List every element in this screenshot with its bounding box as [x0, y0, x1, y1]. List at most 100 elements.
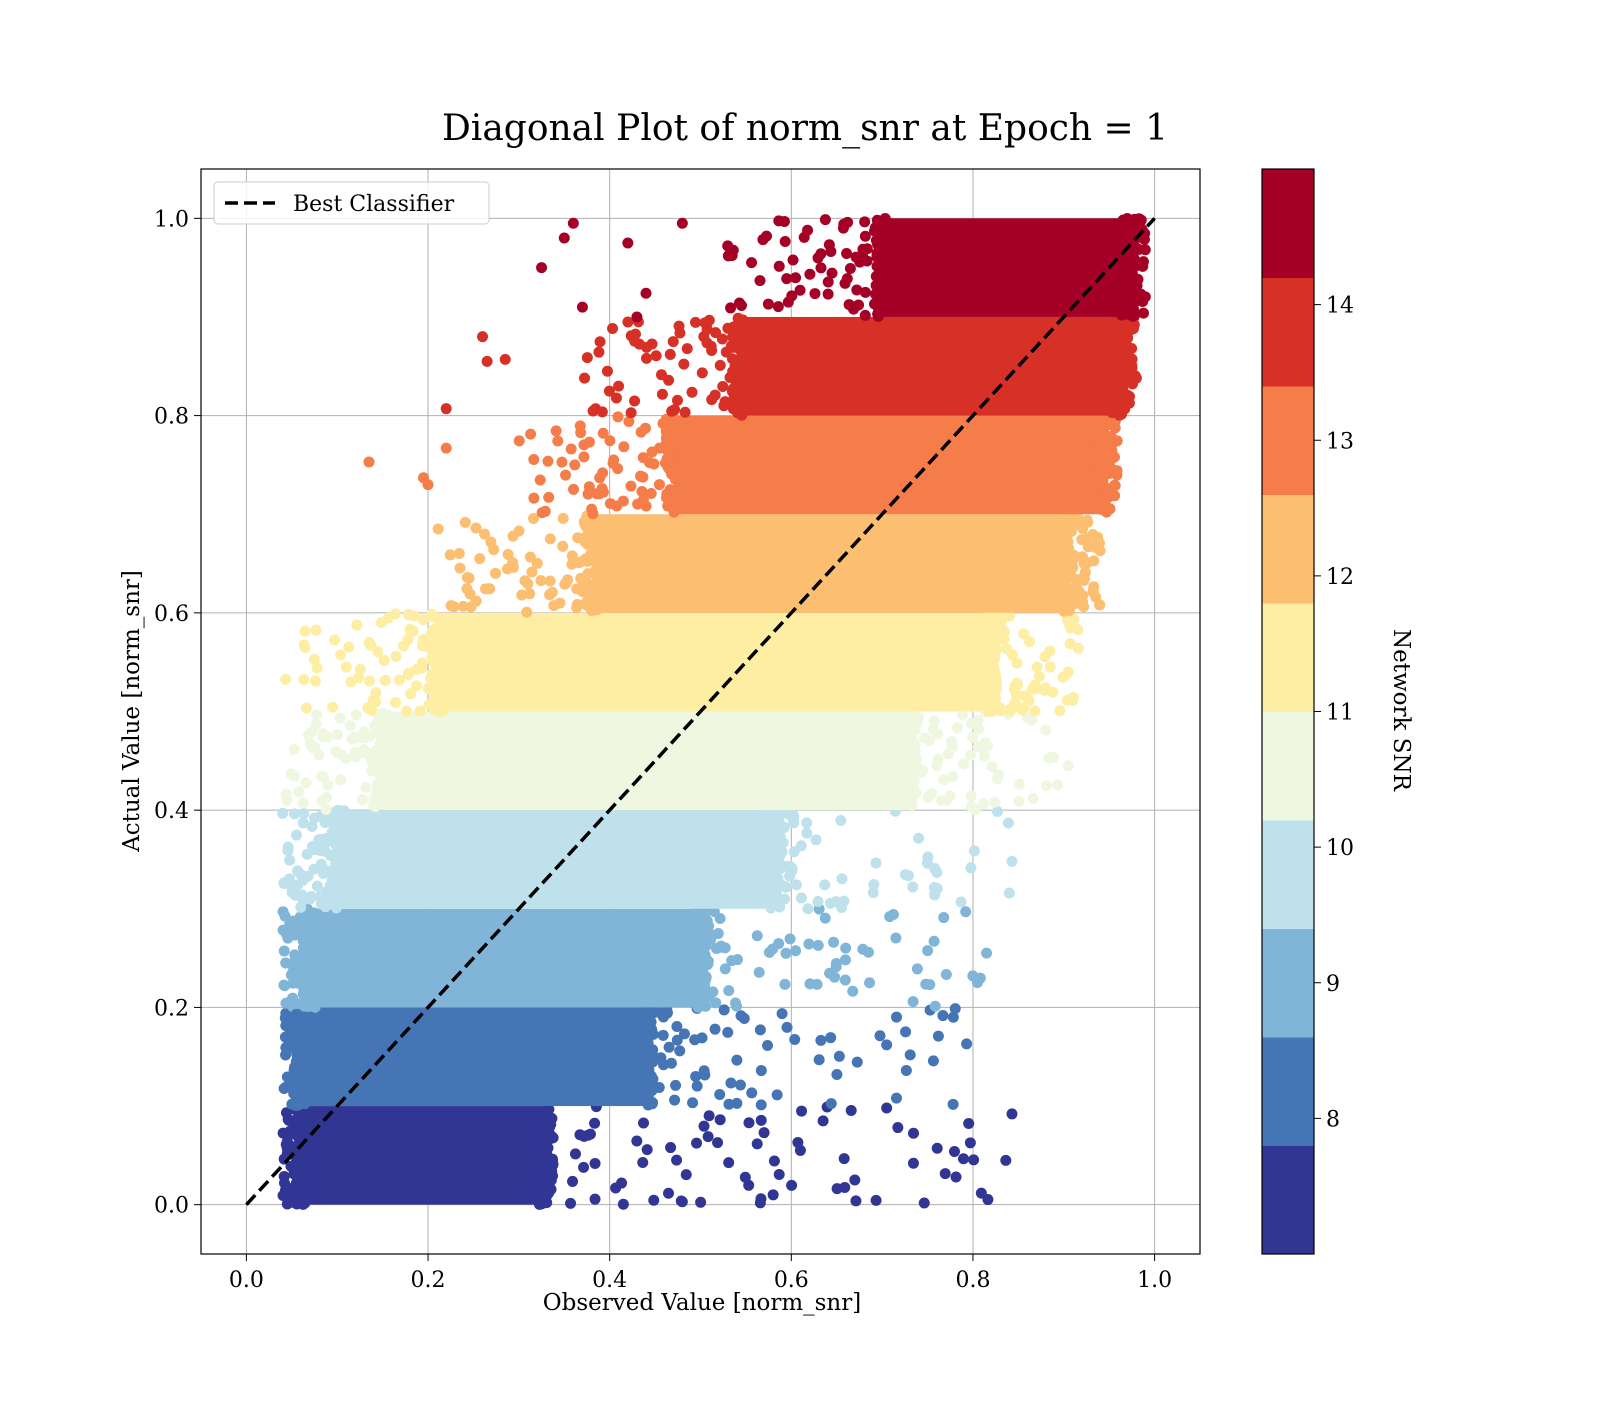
- scatter-point: [631, 311, 643, 323]
- scatter-point: [583, 481, 595, 493]
- scatter-point: [936, 795, 948, 807]
- scatter-point: [859, 286, 871, 298]
- scatter-point: [700, 1000, 712, 1012]
- x-tick-label: 0.4: [592, 1268, 627, 1293]
- scatter-point: [746, 257, 758, 269]
- scatter-point: [340, 752, 352, 764]
- scatter-point: [992, 769, 1004, 781]
- scatter-point: [404, 623, 416, 635]
- scatter-point: [779, 235, 791, 247]
- scatter-point: [293, 786, 305, 798]
- legend-label: Best Classifier: [293, 192, 455, 217]
- scatter-point: [554, 597, 566, 609]
- scatter-point: [571, 598, 583, 610]
- scatter-point: [320, 891, 332, 903]
- scatter-point: [918, 1197, 930, 1209]
- scatter-point: [825, 245, 837, 257]
- scatter-point: [822, 276, 834, 288]
- scatter-point: [1033, 671, 1045, 683]
- scatter-band: [277, 903, 986, 1013]
- scatter-point: [583, 524, 595, 536]
- scatter-point: [617, 1198, 629, 1210]
- scatter-point: [784, 870, 796, 882]
- chart-title: Diagonal Plot of norm_snr at Epoch = 1: [442, 108, 1168, 149]
- scatter-point: [281, 794, 293, 806]
- scatter-point: [582, 1129, 594, 1141]
- scatter-point: [297, 797, 309, 809]
- scatter-point: [949, 1003, 961, 1015]
- scatter-point: [316, 795, 328, 807]
- scatter-point: [921, 857, 933, 869]
- scatter-point: [678, 358, 690, 370]
- scatter-point: [304, 893, 316, 905]
- scatter-point: [835, 814, 847, 826]
- scatter-point: [597, 467, 609, 479]
- x-tick-label: 1.0: [1137, 1268, 1172, 1293]
- scatter-point: [1003, 887, 1015, 899]
- scatter-point: [1041, 780, 1053, 792]
- colorbar-tick-label: 9: [1326, 972, 1340, 997]
- scatter-band: [722, 212, 1151, 322]
- scatter-point: [932, 728, 944, 740]
- scatter-point: [970, 804, 982, 816]
- scatter-point: [1010, 688, 1022, 700]
- scatter-point: [637, 1157, 649, 1169]
- scatter-point: [610, 392, 622, 404]
- scatter-point: [714, 1114, 726, 1126]
- scatter-point: [851, 1056, 863, 1068]
- colorbar-segment: [1262, 820, 1314, 929]
- scatter-point: [754, 1197, 766, 1209]
- scatter-point: [998, 633, 1010, 645]
- scatter-point: [780, 881, 792, 893]
- scatter-point: [870, 857, 882, 869]
- scatter-band-core: [300, 1106, 547, 1205]
- scatter-point: [282, 932, 294, 944]
- scatter-point: [755, 1114, 767, 1126]
- scatter-point: [453, 548, 465, 560]
- scatter-point: [831, 1068, 843, 1080]
- scatter-point: [331, 729, 343, 741]
- scatter-point: [1098, 461, 1110, 473]
- scatter-point: [673, 320, 685, 332]
- scatter-point: [946, 741, 958, 753]
- scatter-point: [990, 621, 1002, 633]
- scatter-point: [867, 887, 879, 899]
- colorbar-segment: [1262, 386, 1314, 495]
- scatter-point: [300, 777, 312, 789]
- scatter-point: [1138, 307, 1150, 319]
- scatter-point: [851, 284, 863, 296]
- scatter-point: [938, 774, 950, 786]
- scatter-point: [782, 296, 794, 308]
- scatter-point: [712, 928, 724, 940]
- scatter-point: [656, 388, 668, 400]
- y-tick-label: 0.2: [154, 996, 189, 1021]
- scatter-point: [288, 770, 300, 782]
- scatter-point: [978, 798, 990, 810]
- scatter-point: [971, 977, 983, 989]
- scatter-point: [849, 1174, 861, 1186]
- scatter-point: [426, 650, 438, 662]
- scatter-point: [290, 829, 302, 841]
- scatter-point: [565, 443, 577, 455]
- scatter-point: [784, 933, 796, 945]
- scatter-point: [291, 865, 303, 877]
- scatter-point: [794, 1144, 806, 1156]
- scatter-point: [795, 840, 807, 852]
- scatter-point: [1066, 525, 1078, 537]
- scatter-point: [648, 1194, 660, 1206]
- scatter-point: [567, 1175, 579, 1187]
- scatter-point: [763, 946, 775, 958]
- scatter-point: [716, 333, 728, 345]
- scatter-point: [635, 426, 647, 438]
- scatter-point: [904, 1049, 916, 1061]
- scatter-point: [370, 696, 382, 708]
- scatter-band: [513, 410, 1123, 520]
- scatter-point: [644, 457, 656, 469]
- scatter-point: [310, 624, 322, 636]
- scatter-point: [280, 1049, 292, 1061]
- scatter-point: [631, 1135, 643, 1147]
- scatter-point: [698, 1120, 710, 1132]
- scatter-point: [772, 873, 784, 885]
- scatter-point: [987, 611, 999, 623]
